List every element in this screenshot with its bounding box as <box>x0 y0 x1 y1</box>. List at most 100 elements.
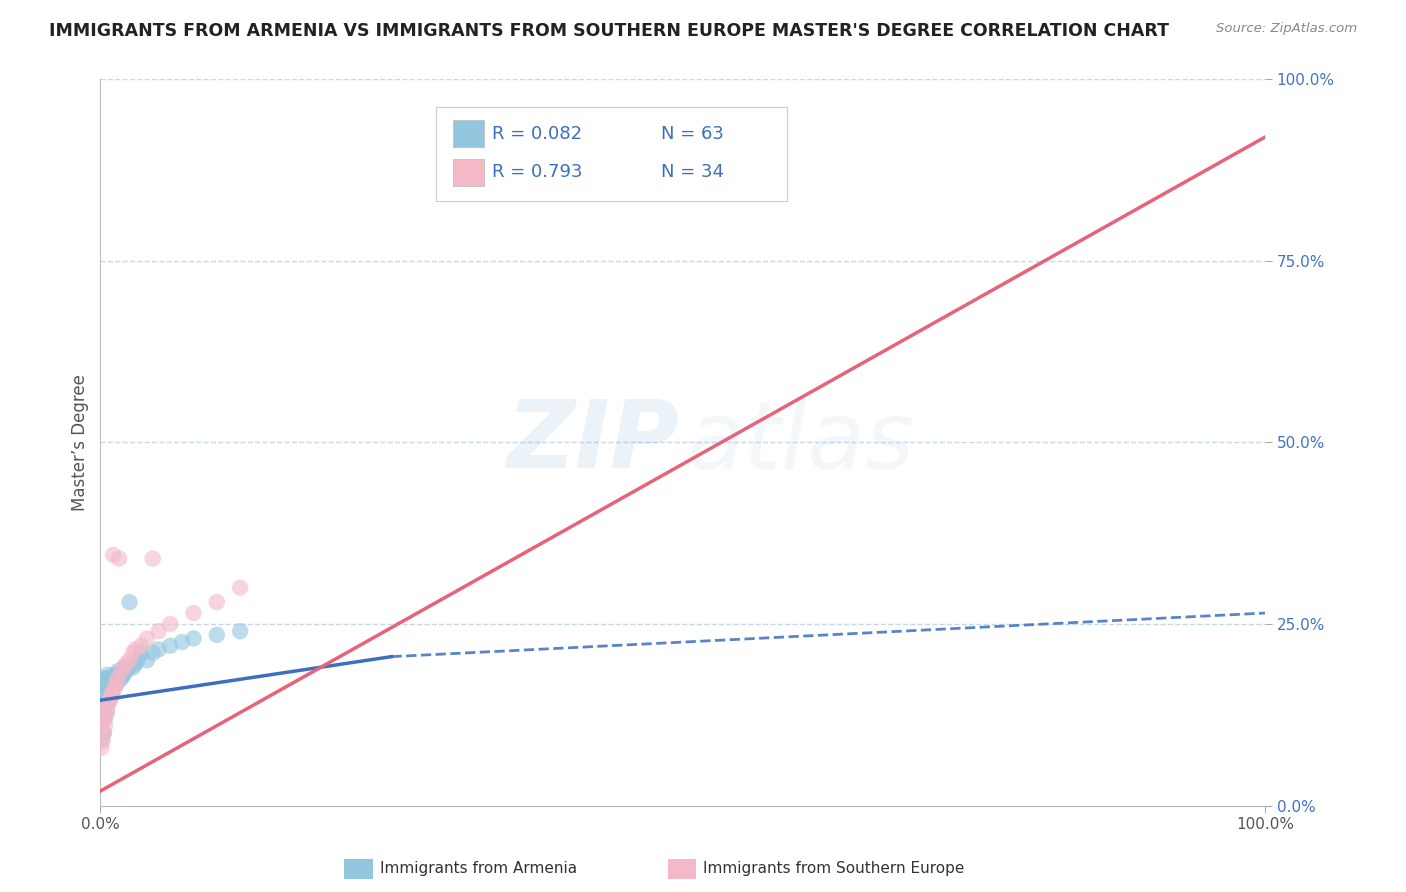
Point <box>101 672 124 686</box>
Point <box>94 719 117 733</box>
Point <box>101 686 124 700</box>
Point <box>96 686 118 700</box>
Point <box>148 642 170 657</box>
Point <box>94 686 117 700</box>
Point <box>100 675 122 690</box>
Point <box>98 693 121 707</box>
Point <box>101 682 124 697</box>
Point <box>100 690 122 704</box>
Point <box>93 700 115 714</box>
Point <box>94 711 117 725</box>
Point <box>142 551 165 566</box>
Text: Immigrants from Southern Europe: Immigrants from Southern Europe <box>703 862 965 876</box>
Point <box>96 707 118 722</box>
Point <box>108 551 131 566</box>
Point <box>124 642 146 657</box>
Point <box>103 668 125 682</box>
Text: IMMIGRANTS FROM ARMENIA VS IMMIGRANTS FROM SOUTHERN EUROPE MASTER'S DEGREE CORRE: IMMIGRANTS FROM ARMENIA VS IMMIGRANTS FR… <box>49 22 1170 40</box>
Point <box>110 664 132 678</box>
Point <box>90 704 112 718</box>
Point <box>107 664 129 678</box>
Point <box>98 690 121 704</box>
Point <box>96 668 118 682</box>
Point <box>111 668 134 682</box>
Text: R = 0.082: R = 0.082 <box>492 125 582 143</box>
Text: atlas: atlas <box>686 397 914 488</box>
Point <box>110 672 132 686</box>
Point <box>97 675 120 690</box>
Point <box>97 693 120 707</box>
Point <box>101 679 124 693</box>
Point <box>229 581 252 595</box>
Point <box>129 646 152 660</box>
Text: N = 63: N = 63 <box>661 125 724 143</box>
Point <box>105 668 128 682</box>
Point <box>90 733 112 747</box>
Point <box>159 616 181 631</box>
Point <box>115 664 138 678</box>
Point <box>103 682 125 697</box>
Point <box>159 639 181 653</box>
Point <box>97 682 120 697</box>
Point <box>183 632 205 646</box>
Point <box>96 682 118 697</box>
Point <box>96 697 118 711</box>
Point <box>93 682 115 697</box>
Point <box>93 726 115 740</box>
Point <box>136 632 159 646</box>
Point <box>136 653 159 667</box>
Point <box>117 660 139 674</box>
Point <box>91 675 114 690</box>
Point <box>115 657 138 671</box>
Point <box>98 679 121 693</box>
Point <box>112 660 135 674</box>
Point <box>108 672 131 686</box>
Point <box>104 672 127 686</box>
Point <box>229 624 252 639</box>
Point <box>104 679 127 693</box>
Point <box>101 690 124 704</box>
Point <box>96 672 118 686</box>
Point <box>101 548 124 562</box>
Text: R = 0.793: R = 0.793 <box>492 163 582 181</box>
Point <box>183 606 205 620</box>
Point <box>96 704 118 718</box>
Point <box>118 653 141 667</box>
Point <box>91 711 114 725</box>
Point <box>91 704 114 718</box>
Point <box>93 690 115 704</box>
Point <box>93 726 115 740</box>
Point <box>148 624 170 639</box>
Point <box>103 675 125 690</box>
Point <box>93 704 115 718</box>
Point <box>94 672 117 686</box>
Point <box>96 679 118 693</box>
Point <box>124 657 146 671</box>
Point <box>107 672 129 686</box>
Point <box>112 660 135 674</box>
Point <box>170 635 193 649</box>
Point <box>105 675 128 690</box>
Point <box>122 646 145 660</box>
Text: N = 34: N = 34 <box>661 163 724 181</box>
Point <box>96 690 118 704</box>
Point <box>118 595 141 609</box>
Point <box>205 628 228 642</box>
Point <box>127 653 149 667</box>
Point <box>97 697 120 711</box>
Point <box>93 675 115 690</box>
Point <box>122 660 145 674</box>
Point <box>205 595 228 609</box>
Point <box>90 740 112 755</box>
Text: Source: ZipAtlas.com: Source: ZipAtlas.com <box>1216 22 1357 36</box>
Point <box>90 719 112 733</box>
Point <box>91 686 114 700</box>
Point <box>129 639 152 653</box>
Y-axis label: Master’s Degree: Master’s Degree <box>72 374 89 511</box>
Point <box>142 646 165 660</box>
Point <box>91 726 114 740</box>
Point <box>91 733 114 747</box>
Point <box>112 668 135 682</box>
Point <box>98 672 121 686</box>
Point <box>101 672 124 686</box>
